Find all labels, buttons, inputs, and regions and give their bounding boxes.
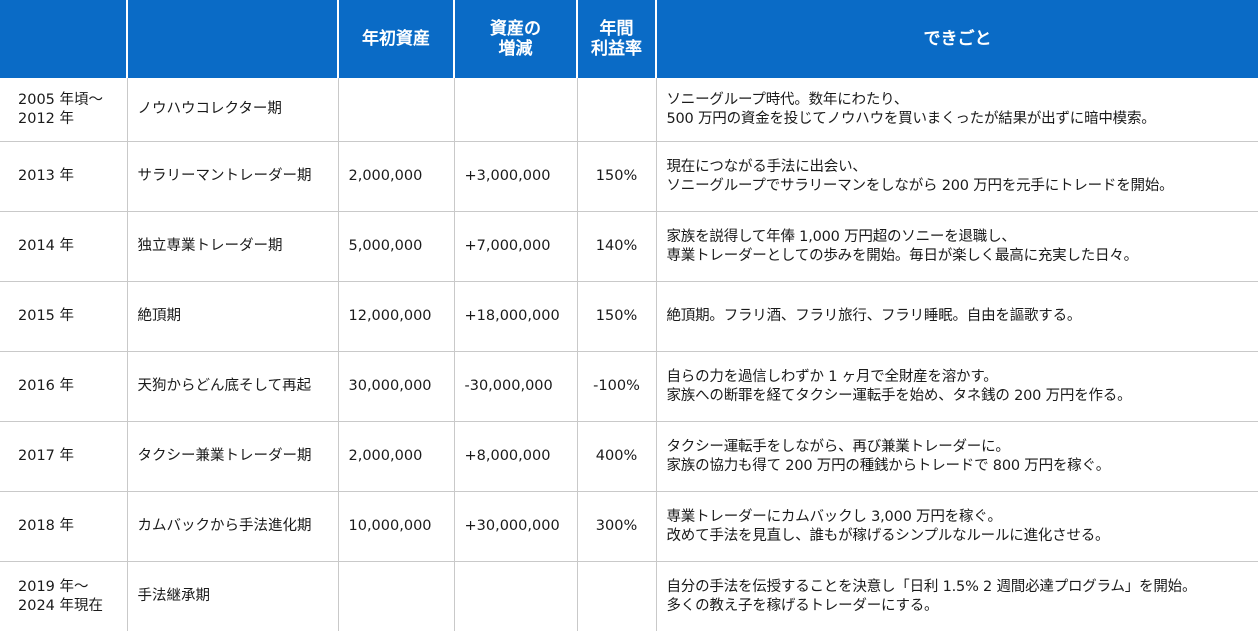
cell-period: ノウハウコレクター期 [126, 78, 338, 142]
table-row: 2017 年タクシー兼業トレーダー期 2,000,000 +8,000,000 400… [0, 421, 1258, 492]
cell-asset-change [453, 561, 577, 631]
cell-event: タクシー運転手をしながら、再び兼業トレーダーに。 家族の協力も得て 200 万円… [655, 421, 1258, 492]
cell-year: 2015 年 [0, 281, 127, 352]
table-row: 2005 年頃〜 2012 年ノウハウコレクター期 ソニーグループ時代。数年にわた… [0, 78, 1258, 142]
table-row: 2013 年サラリーマントレーダー期 2,000,000 +3,000,000 150… [0, 141, 1258, 212]
table-row: 2014 年独立専業トレーダー期 5,000,000 +7,000,000 140% 家… [0, 211, 1258, 282]
cell-event: 現在につながる手法に出会い、 ソニーグループでサラリーマンをしながら 200 万… [655, 141, 1258, 212]
header-year [0, 0, 127, 78]
cell-start-assets: 5,000,000 [337, 211, 454, 282]
cell-start-assets [337, 78, 454, 142]
table-row: 2016 年天狗からどん底そして再起 30,000,000 -30,000,000-… [0, 351, 1258, 422]
cell-period: 天狗からどん底そして再起 [126, 351, 338, 422]
cell-period: 絶頂期 [126, 281, 338, 352]
cell-period: 独立専業トレーダー期 [126, 211, 338, 282]
cell-annual-return: 150% [576, 281, 656, 352]
cell-annual-return: 150% [576, 141, 656, 212]
header-period [126, 0, 338, 78]
cell-year: 2018 年 [0, 491, 127, 562]
cell-year: 2019 年〜 2024 年現在 [18, 578, 104, 614]
cell-annual-return: 300% [576, 491, 656, 562]
cell-annual-return: 400% [576, 421, 656, 492]
table-header: 年初資産 資産の 増減 年間 利益率 できごと [0, 0, 1258, 78]
cell-asset-change: -30,000,000 [453, 351, 577, 422]
cell-annual-return: 140% [576, 211, 656, 282]
cell-start-assets: 12,000,000 [337, 281, 454, 352]
cell-asset-change: +18,000,000 [453, 281, 577, 352]
table-row: 2015 年絶頂期 12,000,000 +18,000,000 150% 絶頂期。フラ… [0, 281, 1258, 352]
cell-period: 手法継承期 [126, 561, 338, 631]
table-body: 2005 年頃〜 2012 年ノウハウコレクター期 ソニーグループ時代。数年にわた… [0, 78, 1258, 631]
cell-asset-change: +3,000,000 [453, 141, 577, 212]
cell-event: ソニーグループ時代。数年にわたり、 500 万円の資金を投じてノウハウを買いまく… [655, 78, 1258, 142]
cell-year: 2017 年 [0, 421, 127, 492]
header-annual-return: 年間 利益率 [576, 0, 656, 78]
cell-period: タクシー兼業トレーダー期 [126, 421, 338, 492]
cell-period: カムバックから手法進化期 [126, 491, 338, 562]
cell-asset-change: +30,000,000 [453, 491, 577, 562]
cell-event: 家族を説得して年俸 1,000 万円超のソニーを退職し、 専業トレーダーとしての… [655, 211, 1258, 282]
cell-annual-return: -100% [576, 351, 656, 422]
cell-start-assets: 2,000,000 [337, 421, 454, 492]
cell-year: 2014 年 [0, 211, 127, 282]
header-asset-change: 資産の 増減 [453, 0, 577, 78]
cell-event: 自らの力を過信しわずか 1 ヶ月で全財産を溶かす。 家族への断罪を経てタクシー運… [655, 351, 1258, 422]
header-events: できごと [655, 0, 1258, 78]
cell-start-assets: 10,000,000 [337, 491, 454, 562]
table-row: 2019 年〜 2024 年現在 手法継承期 自分の手法を伝授することを決意し「日利… [0, 561, 1258, 631]
header-row: 年初資産 資産の 増減 年間 利益率 できごと [0, 0, 1258, 78]
cell-year: 2005 年頃〜 2012 年 [0, 78, 127, 142]
cell-event: 専業トレーダーにカムバックし 3,000 万円を稼ぐ。 改めて手法を見直し、誰も… [655, 491, 1258, 562]
cell-asset-change: +8,000,000 [453, 421, 577, 492]
cell-year: 2016 年 [0, 351, 127, 422]
cell-asset-change [453, 78, 577, 142]
cell-event: 自分の手法を伝授することを決意し「日利 1.5% 2 週間必達プログラム」を開始… [655, 561, 1258, 631]
table-row: 2018 年カムバックから手法進化期 10,000,000 +30,000,000 3… [0, 491, 1258, 562]
cell-start-assets [337, 561, 454, 631]
cell-start-assets: 2,000,000 [337, 141, 454, 212]
cell-event: 絶頂期。フラリ酒、フラリ旅行、フラリ睡眠。自由を謳歌する。 [655, 281, 1258, 352]
cell-annual-return [576, 561, 656, 631]
header-start-assets: 年初資産 [337, 0, 454, 78]
cell-year: 2013 年 [0, 141, 127, 212]
cell-period: サラリーマントレーダー期 [126, 141, 338, 212]
cell-annual-return [576, 78, 656, 142]
cell-asset-change: +7,000,000 [453, 211, 577, 282]
cell-start-assets: 30,000,000 [337, 351, 454, 422]
